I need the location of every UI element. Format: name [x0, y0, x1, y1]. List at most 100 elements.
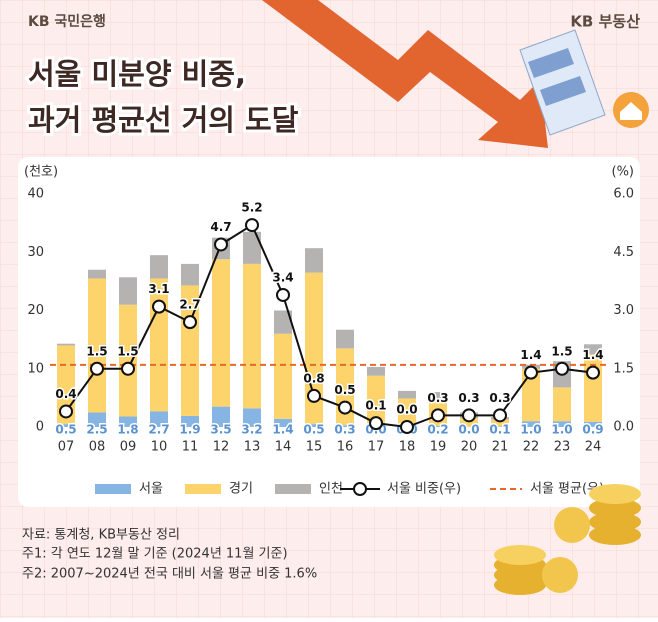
legend-swatch	[353, 482, 367, 496]
bar	[336, 329, 354, 349]
line	[65, 223, 594, 429]
line-value-label: 1.5	[551, 344, 572, 358]
bar-value-label: 1.0	[520, 423, 541, 437]
y2-tick-label: 4.5	[613, 245, 634, 260]
line-marker	[338, 400, 352, 415]
line-marker	[307, 388, 321, 403]
line-value-label: 0.0	[396, 403, 417, 417]
plot: 0 10 20 30 40 0.0 1.5 3.0 4.5 6.0 07 08 09 10 11 12 13 14…	[27, 187, 634, 497]
bar	[119, 304, 137, 417]
decor-arrow	[262, 0, 548, 148]
bar-value-label: 3.2	[241, 423, 262, 437]
bar-value-label: 1.4	[272, 423, 293, 437]
line-marker	[462, 408, 476, 423]
bar	[305, 248, 323, 273]
y-tick-label: 40	[27, 187, 44, 202]
bar	[274, 418, 292, 427]
line-marker	[524, 365, 538, 380]
bar	[57, 424, 75, 427]
x-tick-label: 16	[337, 440, 354, 455]
bar	[88, 412, 106, 427]
bar-value-label: 0.0	[458, 423, 479, 437]
line-marker	[493, 408, 507, 423]
line-value-label: 3.4	[272, 270, 293, 284]
bar-value-label: 0.1	[489, 423, 510, 437]
bar	[429, 425, 447, 427]
bar	[274, 310, 292, 334]
note: 자료: 통계청, KB부동산 정리	[22, 528, 180, 543]
bar	[398, 390, 416, 399]
line-value-label: 1.5	[86, 344, 107, 358]
bar-value-label: 0.9	[582, 423, 603, 437]
bar	[119, 416, 137, 427]
x-tick-label: 18	[399, 440, 416, 455]
line-marker	[555, 361, 569, 376]
bar	[305, 424, 323, 427]
bar	[150, 255, 168, 279]
line-value-label: 4.7	[210, 220, 231, 234]
line-value-label: 1.4	[582, 348, 603, 362]
title-line: 과거 평균선 거의 도달	[28, 103, 299, 137]
bar	[57, 343, 75, 346]
line-marker	[121, 361, 135, 376]
bar	[553, 387, 571, 422]
line-marker	[369, 416, 383, 431]
bar	[243, 263, 261, 409]
line-value-label: 0.5	[334, 383, 355, 397]
line-value-label: 1.5	[117, 344, 138, 358]
bar	[150, 411, 168, 427]
bar-value-label: 1.9	[179, 423, 200, 437]
bar	[491, 426, 509, 427]
x-tick-label: 10	[151, 440, 168, 455]
line-value-label: 0.3	[489, 391, 510, 405]
line-value-label: 2.7	[179, 298, 200, 312]
x-tick-label: 24	[585, 440, 602, 455]
x-tick-label: 14	[275, 440, 292, 455]
x-tick-label: 19	[430, 440, 447, 455]
x-tick-label: 09	[120, 440, 137, 455]
bar	[150, 278, 168, 412]
x-tick-label: 08	[89, 440, 106, 455]
bar	[522, 421, 540, 427]
line-value-label: 0.3	[458, 391, 479, 405]
bar	[553, 421, 571, 427]
line-value-label: 0.8	[303, 371, 324, 385]
y-axis-label: (천호)	[24, 165, 58, 180]
bar-value-label: 0.3	[334, 423, 355, 437]
bar	[336, 425, 354, 427]
line-value-label: 0.4	[55, 387, 76, 401]
bar	[460, 418, 478, 427]
y-tick-label: 10	[27, 361, 44, 376]
chart-panel	[18, 157, 640, 507]
line-marker	[152, 299, 166, 314]
bar	[274, 333, 292, 419]
decor-building	[519, 29, 649, 136]
bar	[243, 231, 261, 264]
bar	[584, 421, 602, 427]
line-marker	[431, 408, 445, 423]
bar	[305, 272, 323, 425]
x-tick-label: 13	[244, 440, 261, 455]
x-tick-label: 21	[492, 440, 509, 455]
x-tick-label: 11	[182, 440, 199, 455]
line-marker	[400, 420, 414, 434]
legend-label: 경기	[229, 482, 253, 497]
legend-label: 서울	[139, 482, 163, 497]
x-tick-label: 12	[213, 440, 230, 455]
bar-value-label: 0.5	[303, 423, 324, 437]
bar	[584, 344, 602, 355]
bar	[88, 278, 106, 413]
title-line: 서울 미분양 비중,	[28, 57, 246, 91]
note: 주2: 2007~2024년 전국 대비 서울 평균 비중 1.6%	[22, 567, 317, 582]
note: 주1: 각 연도 12월 말 기준 (2024년 11월 기준)	[22, 547, 288, 562]
bar	[491, 419, 509, 427]
line-marker	[586, 365, 600, 380]
y2-tick-label: 6.0	[613, 187, 634, 202]
bar	[522, 368, 540, 422]
x-tick-label: 20	[461, 440, 478, 455]
line-marker	[276, 287, 290, 302]
line-marker	[90, 361, 104, 376]
line-marker	[214, 237, 228, 252]
bar-value-label: 2.5	[86, 423, 107, 437]
